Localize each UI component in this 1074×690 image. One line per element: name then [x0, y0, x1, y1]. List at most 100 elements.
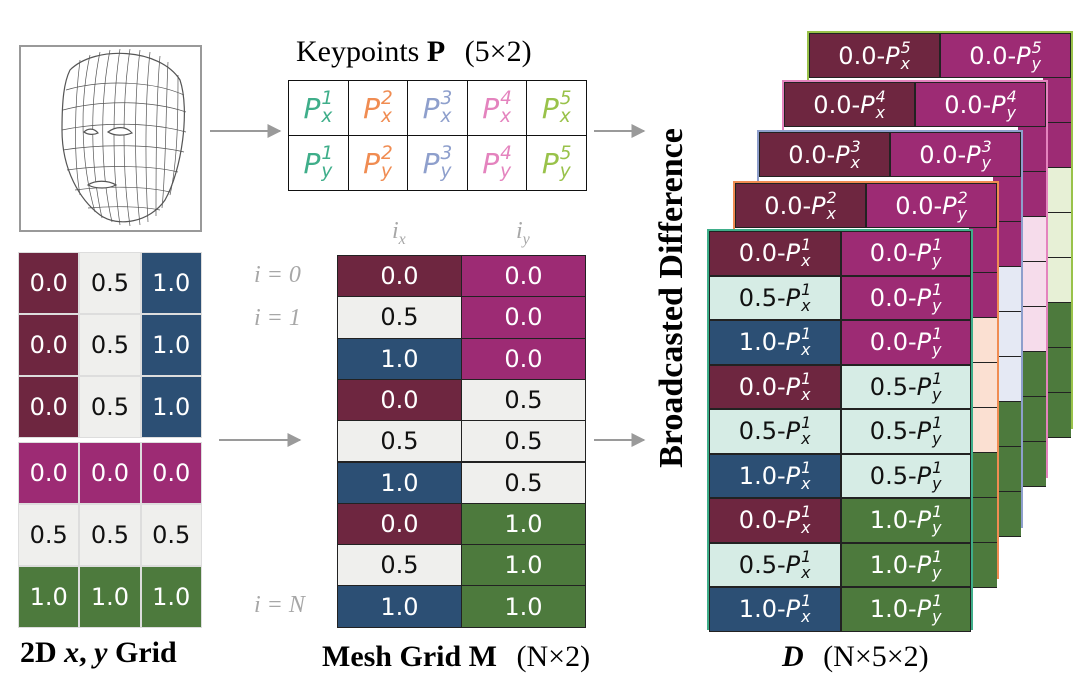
difference-layer-stripe: [969, 543, 997, 588]
difference-layer-header-y: 0.0- P 3 y: [890, 132, 1021, 177]
mesh-grid-cell: 0.5: [461, 378, 586, 422]
mesh-grid-cell: 0.0: [337, 255, 462, 298]
difference-layer-header-x: 0.0- P 5 x: [809, 33, 940, 78]
difference-layer-stripe: [969, 408, 997, 453]
mesh-col-header-ix: ix: [392, 218, 406, 248]
difference-cell-x: 0.0- P 1 x: [709, 498, 841, 543]
xy-grid-cell: 0.0: [18, 442, 80, 504]
mesh-grid-cell: 0.5: [337, 296, 462, 339]
difference-cell-y: 0.0- P 1 y: [841, 320, 971, 365]
mesh-grid-cell: 1.0: [461, 502, 586, 546]
xy-grid-cell: 0.0: [18, 376, 80, 438]
difference-cell-y: 0.5- P 1 y: [841, 364, 971, 409]
mesh-grid-cell: 1.0: [337, 461, 462, 504]
difference-label-symbol: D: [782, 640, 804, 673]
xy-grid-label-grid: Grid: [115, 636, 177, 669]
xy-grid-cell: 1.0: [140, 252, 202, 314]
xy-grid-cell: 1.0: [140, 314, 202, 376]
difference-cell-x: 1.0- P 1 x: [709, 320, 841, 365]
mesh-grid-label-symbol: M: [468, 640, 497, 673]
mesh-grid-label-text: Mesh Grid: [322, 640, 462, 673]
difference-cell-x: 1.0- P 1 x: [709, 587, 841, 632]
difference-cell-x: 0.0- P 1 x: [709, 231, 841, 276]
mesh-grid-cell: 0.5: [461, 420, 586, 463]
keypoints-title-symbol: P: [426, 35, 446, 68]
xy-grid-label-comma: ,: [79, 636, 87, 669]
xy-grid-cell: 0.5: [18, 504, 80, 566]
mesh-grid-cell: 1.0: [461, 585, 586, 628]
mesh-col-header-iy: iy: [516, 218, 530, 248]
mesh-grid-cell: 0.0: [337, 378, 462, 422]
mesh-grid-cell: 0.0: [461, 337, 586, 380]
mesh-grid-cell: 1.0: [337, 337, 462, 380]
difference-cell-y: 0.5- P 1 y: [841, 409, 971, 454]
mesh-grid-cell: 0.0: [461, 296, 586, 339]
difference-cell-y: 0.5- P 1 y: [841, 453, 971, 498]
difference-layer-header-x: 0.0- P 2 x: [735, 183, 866, 228]
keypoints-title-dims: (5×2): [464, 35, 532, 68]
broadcast-side-label: Broadcasted Difference: [653, 128, 690, 468]
difference-layer-header-x: 0.0- P 3 x: [759, 132, 890, 177]
keypoints-title-text: Keypoints: [296, 35, 420, 68]
xy-grid-cell: 1.0: [79, 566, 141, 628]
mesh-row-label-1: i = 1: [254, 305, 301, 331]
xy-grid-cell: 0.5: [79, 314, 141, 376]
difference-cell-y: 0.0- P 1 y: [841, 231, 971, 276]
difference-cell-y: 1.0- P 1 y: [841, 587, 971, 632]
difference-layer-stripe: [969, 498, 997, 543]
xy-grid-label: 2D x, y Grid: [20, 636, 177, 670]
difference-layer-stripe: [969, 228, 997, 273]
difference-layer-stripe: [969, 318, 997, 363]
difference-label-dims: (N×5×2): [823, 640, 929, 673]
face-mesh-image: [19, 45, 202, 232]
difference-cell-y: 1.0- P 1 y: [841, 498, 971, 543]
xy-grid-cell: 1.0: [140, 376, 202, 438]
difference-cell-x: 0.5- P 1 x: [709, 275, 841, 320]
mesh-grid-cell: 1.0: [337, 585, 462, 628]
difference-layer-stripe: [969, 273, 997, 318]
difference-cell-x: 0.0- P 1 x: [709, 364, 841, 409]
xy-grid-cell: 0.5: [79, 252, 141, 314]
mesh-row-label-0: i = 0: [254, 262, 301, 288]
difference-layer-header-y: 0.0- P 4 y: [915, 82, 1046, 127]
difference-layer-stripe: [969, 453, 997, 498]
mesh-grid-cell: 0.0: [461, 255, 586, 298]
difference-cell-y: 1.0- P 1 y: [841, 542, 971, 587]
xy-grid-label-x: x: [64, 636, 80, 669]
mesh-grid-label-dims: (N×2): [516, 640, 591, 673]
xy-grid-label-y: y: [94, 636, 108, 669]
xy-grid-cell: 1.0: [18, 566, 80, 628]
difference-cell-y: 0.0- P 1 y: [841, 275, 971, 320]
mesh-grid-cell: 0.0: [337, 502, 462, 546]
difference-layer-header-y: 0.0- P 2 y: [866, 183, 997, 228]
xy-grid-cell: 0.5: [79, 504, 141, 566]
difference-layer-header-x: 0.0- P 4 x: [784, 82, 915, 127]
keypoints-title: Keypoints P (5×2): [296, 35, 532, 69]
mesh-grid-cell: 0.5: [461, 461, 586, 504]
difference-cell-x: 1.0- P 1 x: [709, 453, 841, 498]
xy-grid-cell: 0.0: [18, 252, 80, 314]
xy-grid-cell: 1.0: [140, 566, 202, 628]
difference-layer-stripe: [969, 363, 997, 408]
difference-cell-x: 0.5- P 1 x: [709, 409, 841, 454]
mesh-grid-label: Mesh Grid M (N×2): [322, 640, 590, 674]
mesh-row-label-n: i = N: [254, 592, 305, 618]
mesh-grid-cell: 0.5: [337, 544, 462, 587]
xy-grid-label-2d: 2D: [20, 636, 57, 669]
difference-cell-x: 0.5- P 1 x: [709, 542, 841, 587]
xy-grid-cell: 0.0: [79, 442, 141, 504]
xy-grid-cell: 0.0: [18, 314, 80, 376]
difference-label: D (N×5×2): [782, 640, 929, 674]
mesh-grid-cell: 0.5: [337, 420, 462, 463]
